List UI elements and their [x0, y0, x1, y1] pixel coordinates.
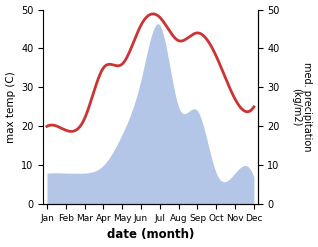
Y-axis label: med. precipitation
(kg/m2): med. precipitation (kg/m2) [291, 62, 313, 152]
Y-axis label: max temp (C): max temp (C) [5, 71, 16, 143]
X-axis label: date (month): date (month) [107, 228, 194, 242]
